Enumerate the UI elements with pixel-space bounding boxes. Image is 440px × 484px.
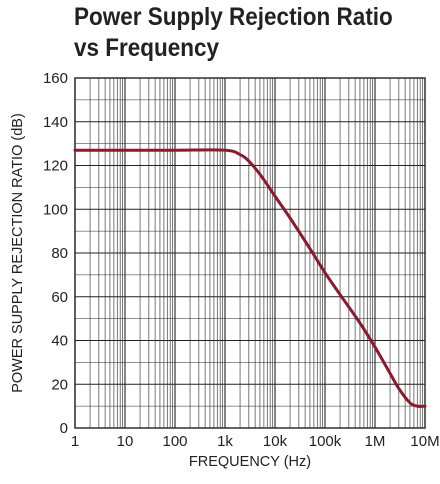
y-tick-label: 0 [60,420,68,437]
x-tick-label: 1 [71,433,79,450]
y-tick-label: 80 [51,245,68,262]
y-tick-label: 60 [51,289,68,306]
x-tick-label: 100 [162,433,187,450]
plot-frame [74,77,426,429]
tick-labels: 1 10 100 1k 10k 100k 1M 10M 0 20 40 60 80 100 120 140 16… [43,70,440,450]
x-tick-label: 10k [263,433,288,450]
chart-grid [74,77,425,429]
y-tick-label: 160 [43,70,68,87]
series-group [73,148,427,408]
y-tick-label: 100 [43,201,68,218]
y-axis-label: POWER SUPPLY REJECTION RATIO (dB) [10,113,26,393]
y-tick-label: 40 [51,333,68,350]
x-tick-label: 1k [217,433,233,450]
x-tick-label: 100k [309,433,342,450]
chart-title-line-2: vs Frequency [74,34,220,62]
x-tick-label: 10 [117,433,134,450]
psrr-curve [73,148,427,408]
chart-title-line-1: Power Supply Rejection Ratio [74,3,393,31]
x-axis-label: FREQUENCY (Hz) [189,454,311,470]
y-tick-label: 120 [43,158,68,175]
chart-title: Power Supply Rejection Ratio vs Frequenc… [74,2,398,64]
y-tick-label: 20 [51,376,68,393]
y-tick-label: 140 [43,114,68,131]
x-tick-label: 10M [410,433,439,450]
x-tick-label: 1M [365,433,386,450]
